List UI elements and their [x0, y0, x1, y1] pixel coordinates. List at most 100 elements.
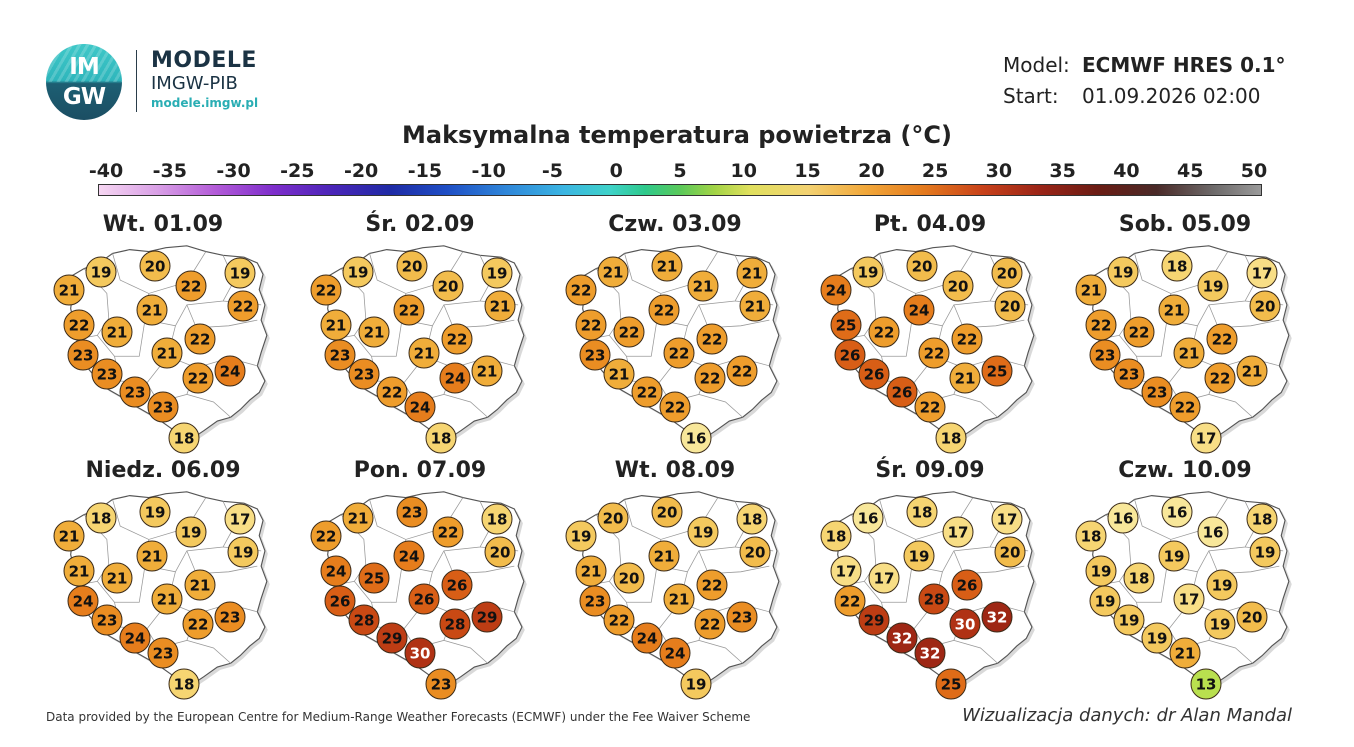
temperature-bubble: 23	[425, 668, 457, 700]
region-border	[879, 499, 1002, 573]
temperature-bubble: 21	[184, 569, 216, 601]
temperature-bubble: 22	[1206, 323, 1238, 355]
temperature-bubble: 23	[726, 601, 758, 633]
temperature-bubble: 17	[1173, 583, 1205, 615]
temperature-bubble: 26	[441, 569, 473, 601]
temperature-bubble: 21	[484, 290, 516, 322]
region-border	[112, 253, 235, 327]
temperature-bubble: 21	[575, 555, 607, 587]
temperature-bubble: 21	[1075, 274, 1107, 306]
region-border	[879, 253, 1002, 327]
temperature-bubble: 29	[376, 622, 408, 654]
colorbar	[98, 184, 1262, 196]
temperature-bubble: 21	[136, 540, 168, 572]
temperature-bubble: 22	[184, 323, 216, 355]
temperature-bubble: 22	[918, 337, 950, 369]
colorbar-tick-label: 20	[858, 160, 885, 182]
region-border	[1105, 268, 1168, 357]
temperature-bubble: 22	[63, 309, 95, 341]
temperature-bubble: 22	[575, 309, 607, 341]
temperature-bubble: 18	[820, 520, 852, 552]
temperature-bubble: 20	[651, 496, 683, 528]
temperature-bubble: 24	[320, 555, 352, 587]
panel-date-title: Śr. 02.09	[365, 212, 475, 237]
region-border	[953, 394, 998, 418]
temperature-bubble: 18	[906, 496, 938, 528]
colorbar-tick-label: -5	[541, 160, 563, 182]
temperature-bubble: 19	[1249, 536, 1281, 568]
temperature-bubble: 22	[694, 362, 726, 394]
temperature-bubble: 28	[439, 608, 471, 640]
temperature-bubble: 24	[393, 540, 425, 572]
temperature-bubble: 22	[182, 362, 214, 394]
temperature-bubble: 19	[687, 516, 719, 548]
temperature-bubble: 29	[858, 604, 890, 636]
temperature-bubble: 16	[852, 502, 884, 534]
temperature-bubble: 22	[951, 323, 983, 355]
temperature-bubble: 26	[886, 376, 918, 408]
temperature-bubble: 19	[1141, 622, 1173, 654]
temperature-bubble: 25	[981, 355, 1013, 387]
panel-date-title: Śr. 09.09	[875, 458, 985, 483]
temperature-bubble: 22	[393, 294, 425, 326]
region-border	[369, 499, 492, 573]
region-border	[1208, 550, 1280, 575]
temperature-bubble: 22	[1123, 316, 1155, 348]
temperature-bubble: 32	[914, 637, 946, 669]
temperature-bubble: 24	[659, 637, 691, 669]
model-value: ECMWF HRES 0.1°	[1082, 53, 1286, 77]
temperature-bubble: 18	[168, 422, 200, 454]
temperature-bubble: 13	[1190, 668, 1222, 700]
temperature-bubble: 22	[1169, 391, 1201, 423]
temperature-bubble: 23	[1113, 358, 1145, 390]
temperature-bubble: 21	[358, 316, 390, 348]
temperature-bubble: 21	[408, 337, 440, 369]
temperature-bubble: 16	[1197, 516, 1229, 548]
temperature-bubble: 26	[408, 583, 440, 615]
map-title: Maksymalna temperatura powietrza (°C)	[402, 121, 952, 149]
temperature-bubble: 22	[432, 516, 464, 548]
region-border	[340, 268, 403, 357]
brand-title: MODELE	[151, 48, 257, 73]
temperature-bubble: 22	[663, 337, 695, 369]
temperature-bubble: 19	[565, 520, 597, 552]
temperature-bubble: 29	[471, 601, 503, 633]
region-border	[595, 268, 658, 357]
region-border	[1208, 304, 1280, 329]
region-border	[1208, 640, 1253, 664]
temperature-bubble: 24	[631, 622, 663, 654]
temperature-bubble: 28	[918, 583, 950, 615]
temperature-bubble: 19	[1089, 585, 1121, 617]
colorbar-tick-label: 10	[730, 160, 757, 182]
colorbar-tick-label: 40	[1113, 160, 1140, 182]
temperature-bubble: 23	[147, 637, 179, 669]
temperature-bubble: 28	[348, 604, 380, 636]
temperature-bubble: 20	[906, 250, 938, 282]
region-border	[83, 514, 146, 603]
colorbar-tick-label: -20	[343, 160, 379, 182]
temperature-bubble: 21	[949, 362, 981, 394]
region-border	[186, 304, 258, 329]
temperature-bubble: 21	[63, 555, 95, 587]
colorbar-tick-label: 45	[1176, 160, 1204, 182]
temperature-bubble: 26	[858, 358, 890, 390]
temperature-bubble: 17	[224, 503, 256, 535]
temperature-bubble: 21	[101, 562, 133, 594]
colorbar-tick-label: -40	[88, 160, 124, 182]
colorbar-tick-label: 0	[609, 160, 623, 182]
temperature-bubble: 21	[151, 337, 183, 369]
temperature-bubble: 22	[694, 608, 726, 640]
imgw-logo: IM GW	[46, 44, 122, 120]
temperature-bubble: 21	[1236, 355, 1268, 387]
temperature-bubble: 24	[404, 391, 436, 423]
panel-date-title: Czw. 10.09	[1118, 458, 1252, 483]
temperature-bubble: 22	[1204, 362, 1236, 394]
temperature-bubble: 18	[1161, 250, 1193, 282]
region-border	[953, 304, 1025, 329]
colorbar-tick-label: 15	[794, 160, 821, 182]
region-border	[340, 514, 403, 603]
brand-url[interactable]: modele.imgw.pl	[151, 96, 259, 110]
temperature-bubble: 19	[680, 668, 712, 700]
temperature-bubble: 23	[91, 358, 123, 390]
temperature-bubble: 20	[597, 502, 629, 534]
